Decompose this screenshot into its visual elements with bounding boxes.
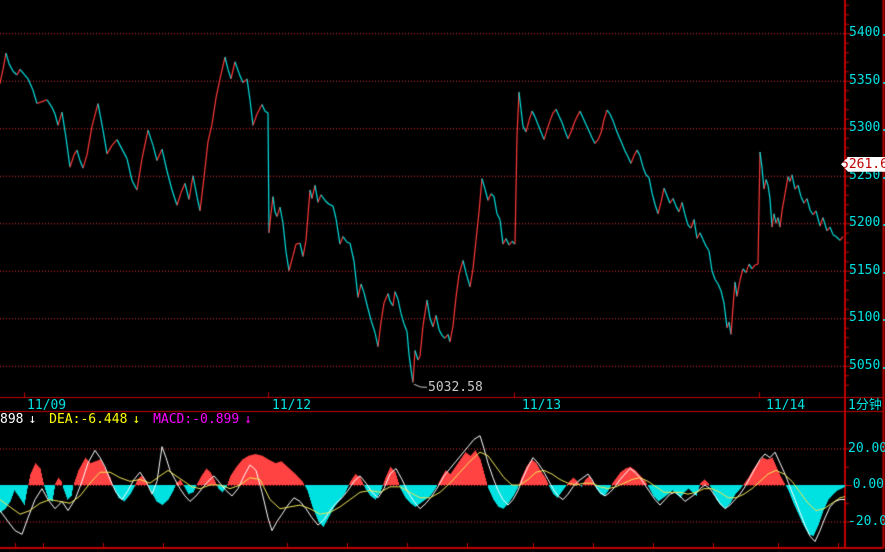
low-price-annotation: 5032.58 xyxy=(428,381,483,394)
dif-value-partial: 898 xyxy=(0,412,24,427)
price-axis-label: 5300.0 xyxy=(849,120,885,136)
dif-down-arrow-icon: ↓ xyxy=(28,412,37,427)
date-axis-label: 11/14 xyxy=(766,398,806,413)
date-axis-label: 11/13 xyxy=(522,398,562,413)
low-price-value: 5032.58 xyxy=(428,380,483,396)
current-price-value: 5261.6 xyxy=(841,156,885,172)
macd-axis-label: -20.00 xyxy=(848,513,885,529)
macd-indicator-values: 898 ↓ DEA:-6.448 ↓ MACD:-0.899 ↓ xyxy=(0,413,257,427)
macd-value: MACD:-0.899 xyxy=(153,412,240,427)
dea-down-arrow-icon: ↓ xyxy=(132,412,141,427)
price-axis-label: 5050.0 xyxy=(849,357,885,373)
date-axis-label: 11/09 xyxy=(27,398,67,413)
current-price-tag: 5261.6 xyxy=(841,156,885,172)
price-axis-label: 5250.0 xyxy=(849,167,885,183)
price-axis-label: 5400.0 xyxy=(849,25,885,41)
price-axis-label: 5200.0 xyxy=(849,215,885,231)
macd-down-arrow-icon: ↓ xyxy=(244,412,252,427)
date-axis-label: 11/12 xyxy=(272,398,312,413)
price-axis-label: 5100.0 xyxy=(849,310,885,326)
dea-value: DEA:-6.448 xyxy=(49,412,128,427)
price-axis-label: 5150.0 xyxy=(849,262,885,278)
period-label[interactable]: 1分钟 xyxy=(848,398,882,413)
price-axis-label: 5350.0 xyxy=(849,72,885,88)
macd-axis-label: 0.00 xyxy=(852,477,884,492)
macd-axis-label: 20.00 xyxy=(848,440,885,456)
